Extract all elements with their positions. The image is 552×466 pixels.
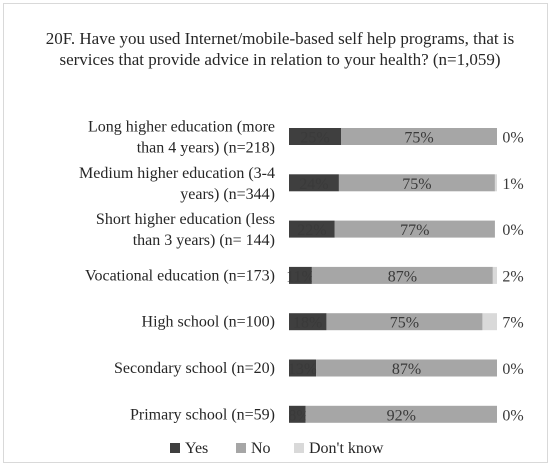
data-label: 0%: [502, 407, 523, 424]
bar-segment-don-t-know: [492, 266, 497, 284]
bar-segment-yes: [289, 405, 306, 423]
bar-segment-yes: [289, 128, 341, 145]
bar-segment-no: [316, 359, 497, 377]
category-label: Vocational education (n=173): [85, 267, 275, 284]
category-label: than 3 years) (n= 144): [133, 232, 275, 249]
data-label: 25%: [300, 130, 329, 147]
data-label: 75%: [404, 130, 433, 147]
bar-segment-no: [338, 174, 495, 192]
bar-segment-yes: [289, 313, 327, 331]
category-label: Secondary school (n=20): [114, 360, 275, 377]
bar-segment-no: [305, 405, 497, 423]
legend-swatch: [236, 443, 246, 453]
bar-segment-no: [341, 128, 497, 145]
data-label: 11%: [286, 268, 315, 285]
data-label: 75%: [390, 315, 419, 332]
bar-segment-yes: [289, 266, 312, 284]
legend-label: Don't know: [309, 440, 384, 457]
data-label: 1%: [502, 176, 523, 193]
bar-segment-don-t-know: [494, 174, 497, 192]
category-label: High school (n=100): [142, 314, 275, 331]
data-label: 77%: [400, 222, 429, 239]
legend-label: Yes: [185, 440, 208, 457]
data-label: 7%: [502, 315, 523, 332]
data-label: 22%: [297, 222, 326, 239]
chart-title: 20F. Have you used Internet/mobile-based…: [45, 29, 515, 69]
category-label: years) (n=344): [180, 186, 275, 203]
category-label: Medium higher education (3-4: [79, 165, 275, 182]
data-label: 75%: [402, 176, 431, 193]
bar-segment-yes: [289, 174, 339, 192]
data-label: 0%: [502, 361, 523, 378]
legend-swatch: [170, 443, 180, 453]
bar-segment-no: [334, 220, 495, 238]
category-label: Short higher education (less: [96, 211, 275, 228]
bar-segment-yes: [289, 359, 317, 377]
data-label: 0%: [502, 222, 523, 239]
bar-segment-don-t-know: [482, 313, 497, 331]
data-label: 92%: [387, 407, 416, 424]
data-label: 13%: [288, 361, 317, 378]
data-label: 0%: [502, 130, 523, 147]
bar-segment-yes: [289, 220, 335, 238]
category-label: Primary school (n=59): [130, 406, 275, 423]
legend-swatch: [294, 443, 304, 453]
data-label: 87%: [388, 268, 417, 285]
data-label: 2%: [502, 268, 523, 285]
data-label: 87%: [392, 361, 421, 378]
data-label: 8%: [288, 407, 309, 424]
bar-segment-no: [326, 313, 483, 331]
data-label: 18%: [293, 315, 322, 332]
data-label: 24%: [299, 176, 328, 193]
bar-segment-no: [311, 266, 493, 284]
legend-label: No: [251, 440, 271, 457]
category-label: Long higher education (more: [88, 119, 275, 136]
category-label: than 4 years) (n=218): [137, 140, 275, 157]
